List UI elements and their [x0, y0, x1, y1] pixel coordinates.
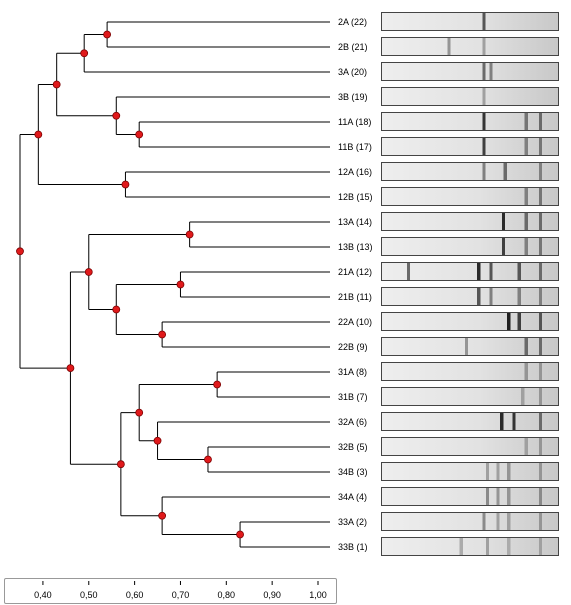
cluster-node-marker [116, 460, 125, 469]
gel-lane [381, 337, 559, 356]
cluster-node-marker [213, 380, 222, 389]
gel-lane [381, 437, 559, 456]
sample-label: 3A (20) [338, 67, 368, 77]
sample-label: 32B (5) [338, 442, 368, 452]
cluster-node-marker [112, 305, 121, 314]
sample-label: 3B (19) [338, 92, 368, 102]
scale-tick-label: 0,70 [171, 590, 190, 600]
cluster-node-marker [236, 530, 244, 539]
sample-label: 11A (18) [338, 117, 372, 127]
gel-lane [381, 162, 559, 181]
sample-label: 2A (22) [338, 17, 368, 27]
scale-tick-label: 0,80 [217, 590, 236, 600]
gel-lane [381, 12, 559, 31]
sample-label: 12A (16) [338, 167, 373, 177]
gel-lane [381, 387, 559, 406]
cluster-node-marker [66, 364, 75, 372]
gel-lane [381, 362, 559, 381]
sample-label: 34A (4) [338, 492, 368, 502]
gel-lane [381, 312, 559, 331]
gel-lane [381, 237, 559, 256]
scale-tick-label: 0,90 [263, 590, 281, 600]
cluster-node-marker [135, 130, 144, 139]
cluster-node-marker [80, 49, 89, 58]
sample-label: 31A (8) [338, 367, 368, 377]
sample-label: 22B (9) [338, 342, 368, 352]
gel-lane [381, 287, 559, 306]
sample-label: 11B (17) [338, 142, 372, 152]
gel-lane [381, 62, 559, 81]
scale-tick-label: 0,50 [80, 590, 98, 600]
gel-lane [381, 112, 559, 131]
similarity-scale-box [4, 578, 337, 604]
sample-label: 13B (13) [338, 242, 373, 252]
gel-lane [381, 412, 559, 431]
sample-label: 22A (10) [338, 317, 373, 327]
gel-lane [381, 187, 559, 206]
sample-label: 21B (11) [338, 292, 372, 302]
sample-label: 33A (2) [338, 517, 368, 527]
gel-lane [381, 487, 559, 506]
cluster-node-marker [121, 180, 130, 189]
cluster-node-marker [135, 408, 144, 417]
sample-label: 33B (1) [338, 542, 368, 552]
cluster-node-marker [34, 130, 43, 139]
cluster-node-marker [16, 247, 24, 256]
cluster-node-marker [52, 80, 61, 89]
sample-label: 2B (21) [338, 42, 368, 52]
gel-lane [381, 512, 559, 531]
cluster-node-marker [204, 455, 212, 464]
cluster-node-marker [153, 436, 162, 445]
scale-tick-label: 0,60 [125, 590, 144, 600]
gel-lane [381, 37, 559, 56]
gel-lane [381, 262, 559, 281]
cluster-node-marker [103, 30, 112, 39]
sample-label: 34B (3) [338, 467, 368, 477]
cluster-node-marker [84, 268, 93, 276]
gel-lane [381, 462, 559, 481]
sample-label: 21A (12) [338, 267, 373, 277]
scale-tick-label: 0,40 [34, 590, 52, 600]
sample-label: 12B (15) [338, 192, 373, 202]
gel-lane [381, 87, 559, 106]
cluster-node-marker [158, 330, 167, 339]
gel-lane [381, 137, 559, 156]
gel-lane [381, 212, 559, 231]
scale-tick-label: 1,00 [309, 590, 327, 600]
cluster-node-marker [185, 230, 194, 239]
sample-label: 13A (14) [338, 217, 373, 227]
cluster-node-marker [176, 280, 185, 289]
cluster-node-marker [158, 511, 167, 520]
sample-label: 32A (6) [338, 417, 368, 427]
sample-label: 31B (7) [338, 392, 368, 402]
gel-lane [381, 537, 559, 556]
cluster-node-marker [112, 111, 121, 120]
